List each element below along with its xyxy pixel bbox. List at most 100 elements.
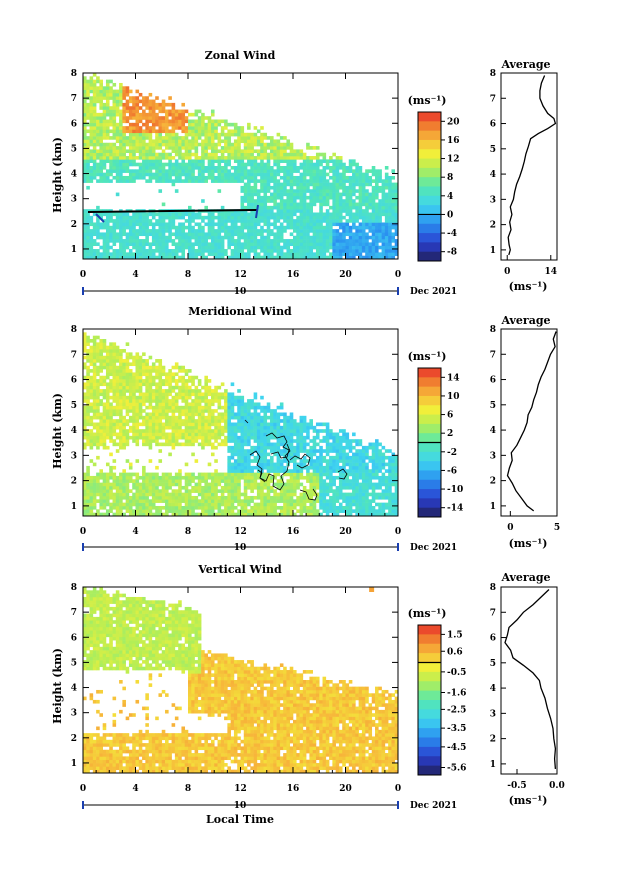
field-cell [227, 175, 231, 180]
field-cell [220, 252, 225, 256]
field-cell [181, 442, 186, 447]
field-cell [102, 239, 107, 243]
field-cell [358, 202, 363, 207]
field-cell [207, 126, 212, 130]
field-cell [155, 255, 159, 260]
field-cell [155, 389, 159, 393]
field-cell [138, 415, 143, 420]
field-cell [128, 362, 133, 367]
field-cell [332, 182, 336, 187]
field-cell [197, 512, 202, 517]
field-cell [204, 435, 208, 440]
field-cell [315, 152, 320, 157]
field-cell [102, 375, 107, 380]
field-cell [378, 172, 382, 177]
field-cell [92, 129, 97, 134]
field-cell [332, 212, 336, 217]
field-cell [161, 389, 166, 393]
field-cell [92, 432, 97, 437]
field-cell [322, 249, 327, 253]
field-cell [375, 189, 379, 193]
field-cell [138, 355, 143, 360]
field-cell [155, 402, 159, 407]
field-cell [253, 475, 258, 480]
field-cell [260, 159, 264, 163]
field-cell [243, 492, 248, 497]
field-cell [338, 222, 343, 227]
field-cell [142, 409, 146, 413]
field-cell [375, 185, 379, 190]
field-cell [138, 405, 143, 410]
field-cell [322, 152, 327, 157]
field-cell [210, 139, 215, 144]
field-cell [319, 252, 323, 256]
field-cell [335, 172, 340, 177]
field-cell [119, 139, 123, 144]
field-cell [197, 119, 202, 124]
field-cell [112, 175, 117, 180]
field-cell [243, 185, 248, 190]
field-cell [83, 232, 87, 237]
field-cell [204, 482, 208, 487]
field-cell [243, 182, 248, 187]
field-cell [165, 489, 169, 493]
field-cell [217, 212, 222, 217]
field-cell [105, 136, 110, 140]
field-cell [220, 205, 225, 210]
field-cell [247, 255, 251, 260]
field-cell [92, 132, 97, 137]
field-cell [86, 442, 90, 447]
field-cell [119, 355, 123, 360]
field-cell [148, 249, 153, 253]
field-cell [207, 175, 212, 180]
field-cell [227, 405, 231, 410]
field-cell [105, 435, 110, 440]
field-cell [112, 432, 117, 437]
field-cell [289, 212, 294, 217]
field-cell [142, 166, 146, 170]
field-cell [342, 239, 346, 243]
field-cell [194, 175, 199, 180]
field-cell [230, 382, 235, 387]
field-cell [178, 469, 182, 473]
field-cell [119, 252, 123, 256]
field-cell [273, 156, 277, 160]
field-cell [138, 112, 143, 117]
field-cell [83, 116, 87, 120]
field-cell [83, 156, 87, 160]
field-cell [158, 162, 163, 167]
field-cell [102, 96, 107, 100]
field-cell [86, 112, 90, 117]
field-cell [161, 489, 166, 493]
field-cell [384, 166, 389, 170]
field-cell [388, 225, 392, 230]
field-cell [250, 479, 254, 483]
field-cell [168, 232, 172, 237]
field-cell [342, 182, 346, 187]
field-cell [122, 146, 126, 150]
field-cell [102, 252, 107, 256]
field-cell [302, 159, 307, 163]
field-cell [220, 509, 225, 513]
field-cell [96, 99, 100, 104]
zonal-date-axis: 10 Dec 2021 [82, 287, 457, 297]
field-cell [191, 452, 195, 457]
field-cell [119, 112, 123, 117]
field-cell [237, 142, 241, 147]
field-cell [348, 159, 353, 163]
field-cell [270, 152, 274, 157]
field-cell [158, 136, 163, 140]
field-cell [194, 255, 199, 260]
field-cell [293, 152, 297, 157]
field-cell [220, 139, 225, 144]
field-cell [384, 209, 389, 213]
field-cell [296, 175, 300, 180]
field-cell [315, 249, 320, 253]
field-cell [201, 245, 205, 250]
field-cell [105, 219, 110, 223]
field-cell [358, 182, 363, 187]
field-cell [224, 229, 228, 233]
field-cell [109, 79, 113, 84]
field-cell [237, 462, 241, 467]
field-cell [358, 252, 363, 256]
